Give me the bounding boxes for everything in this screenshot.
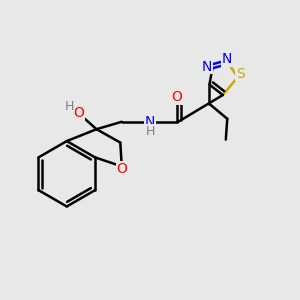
Text: N: N bbox=[222, 52, 232, 66]
Text: O: O bbox=[73, 106, 84, 120]
Text: S: S bbox=[236, 67, 244, 81]
Text: N: N bbox=[145, 115, 155, 129]
Text: O: O bbox=[116, 162, 127, 176]
Text: H: H bbox=[65, 100, 74, 113]
Text: N: N bbox=[202, 60, 212, 74]
Text: H: H bbox=[145, 125, 155, 138]
Text: O: O bbox=[171, 90, 182, 104]
